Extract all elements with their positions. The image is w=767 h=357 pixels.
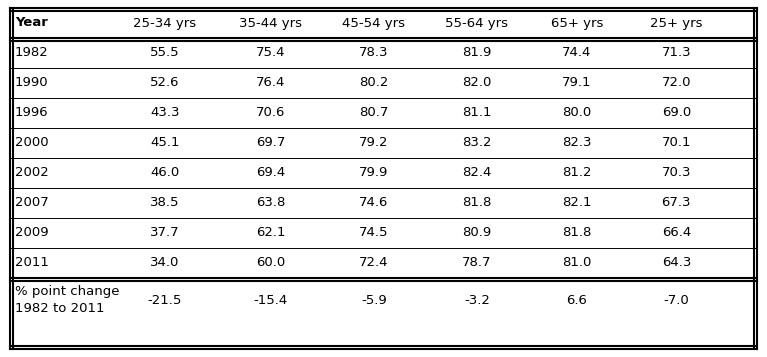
Text: Year: Year: [15, 16, 48, 30]
Text: 1990: 1990: [15, 76, 48, 90]
Text: 69.0: 69.0: [662, 106, 691, 120]
Text: 25+ yrs: 25+ yrs: [650, 16, 703, 30]
Text: 45-54 yrs: 45-54 yrs: [342, 16, 405, 30]
Text: 74.6: 74.6: [359, 196, 388, 210]
Text: 75.4: 75.4: [256, 46, 285, 60]
Text: 66.4: 66.4: [662, 226, 691, 240]
Text: 35-44 yrs: 35-44 yrs: [239, 16, 302, 30]
Text: 70.3: 70.3: [662, 166, 691, 180]
Text: 62.1: 62.1: [256, 226, 285, 240]
Text: 45.1: 45.1: [150, 136, 179, 150]
Text: 83.2: 83.2: [463, 136, 492, 150]
Text: 64.3: 64.3: [662, 256, 691, 270]
Text: 82.0: 82.0: [463, 76, 492, 90]
Text: 43.3: 43.3: [150, 106, 179, 120]
Text: 70.6: 70.6: [256, 106, 285, 120]
Text: 79.1: 79.1: [562, 76, 591, 90]
Text: 55.5: 55.5: [150, 46, 179, 60]
Text: 25-34 yrs: 25-34 yrs: [133, 16, 196, 30]
Text: 55-64 yrs: 55-64 yrs: [446, 16, 509, 30]
Text: 2002: 2002: [15, 166, 49, 180]
Text: 81.8: 81.8: [463, 196, 492, 210]
Text: 38.5: 38.5: [150, 196, 179, 210]
Text: 78.7: 78.7: [463, 256, 492, 270]
Text: 1982: 1982: [15, 46, 49, 60]
Text: -7.0: -7.0: [663, 293, 690, 307]
Text: 80.2: 80.2: [359, 76, 388, 90]
Text: % point change
1982 to 2011: % point change 1982 to 2011: [15, 286, 120, 315]
Text: 82.1: 82.1: [562, 196, 591, 210]
Text: 6.6: 6.6: [567, 293, 588, 307]
Text: 72.4: 72.4: [359, 256, 389, 270]
Text: 2000: 2000: [15, 136, 48, 150]
Text: 52.6: 52.6: [150, 76, 179, 90]
Text: 76.4: 76.4: [256, 76, 285, 90]
Text: -3.2: -3.2: [464, 293, 490, 307]
Text: 80.9: 80.9: [463, 226, 492, 240]
Text: -5.9: -5.9: [361, 293, 387, 307]
Text: 74.4: 74.4: [562, 46, 591, 60]
Text: 70.1: 70.1: [662, 136, 691, 150]
Text: 60.0: 60.0: [256, 256, 285, 270]
Text: 67.3: 67.3: [662, 196, 691, 210]
Text: 1996: 1996: [15, 106, 48, 120]
Text: 69.4: 69.4: [256, 166, 285, 180]
Text: 78.3: 78.3: [359, 46, 389, 60]
Text: -21.5: -21.5: [148, 293, 183, 307]
Text: -15.4: -15.4: [254, 293, 288, 307]
Text: 37.7: 37.7: [150, 226, 179, 240]
Text: 34.0: 34.0: [150, 256, 179, 270]
Text: 69.7: 69.7: [256, 136, 285, 150]
Text: 2007: 2007: [15, 196, 49, 210]
Text: 2011: 2011: [15, 256, 49, 270]
Text: 79.2: 79.2: [359, 136, 389, 150]
Text: 81.0: 81.0: [562, 256, 591, 270]
Text: 82.4: 82.4: [463, 166, 492, 180]
Text: 71.3: 71.3: [661, 46, 691, 60]
Text: 63.8: 63.8: [256, 196, 285, 210]
Text: 81.1: 81.1: [463, 106, 492, 120]
Text: 81.2: 81.2: [562, 166, 591, 180]
Text: 2009: 2009: [15, 226, 48, 240]
Text: 72.0: 72.0: [662, 76, 691, 90]
Text: 74.5: 74.5: [359, 226, 389, 240]
Text: 81.8: 81.8: [562, 226, 591, 240]
Text: 80.0: 80.0: [562, 106, 591, 120]
Text: 82.3: 82.3: [562, 136, 591, 150]
Text: 79.9: 79.9: [359, 166, 388, 180]
Text: 81.9: 81.9: [463, 46, 492, 60]
Text: 46.0: 46.0: [150, 166, 179, 180]
Text: 65+ yrs: 65+ yrs: [551, 16, 603, 30]
Text: 80.7: 80.7: [359, 106, 388, 120]
